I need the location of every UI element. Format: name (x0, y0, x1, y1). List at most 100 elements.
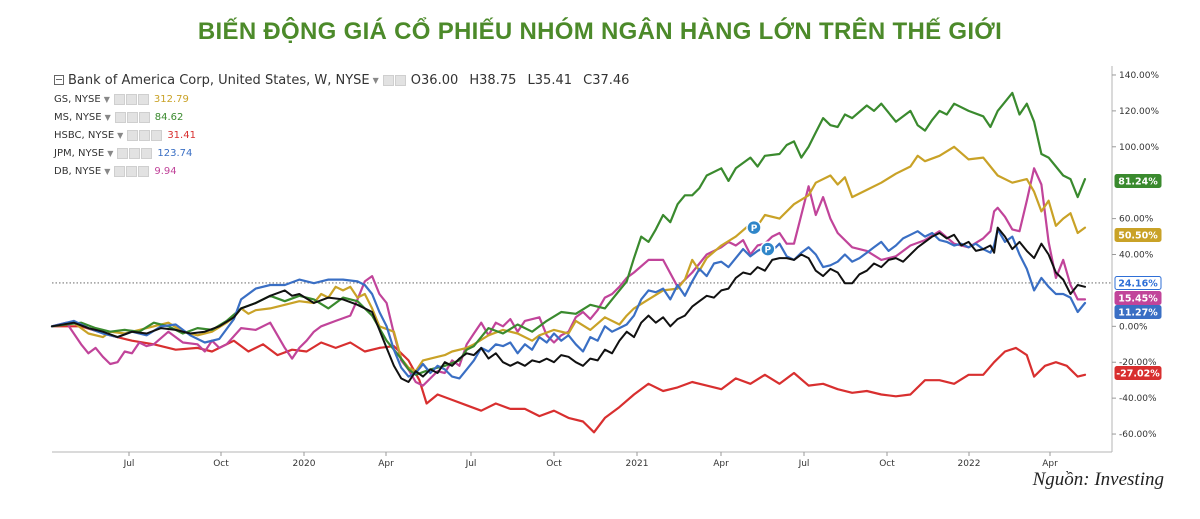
value-badge (1114, 276, 1162, 290)
legend-item-value: 9.94 (154, 165, 177, 177)
legend-item-controls[interactable] (113, 93, 149, 105)
value-badge-label: -27.02% (1116, 369, 1160, 380)
y-tick-label: 100.00% (1119, 143, 1159, 153)
settings-icon[interactable] (394, 74, 406, 86)
close-icon[interactable] (141, 147, 153, 159)
legend-item-controls[interactable] (114, 111, 150, 123)
series-line-hsbc (50, 325, 1087, 434)
x-tick-label: Apr (378, 459, 394, 469)
close-icon[interactable] (138, 111, 150, 123)
legend-item-label: GS, NYSE (54, 93, 101, 105)
legend-item-value: 123.74 (157, 147, 193, 159)
value-badge-label: 81.24% (1118, 177, 1158, 188)
eye-icon[interactable] (114, 165, 126, 177)
legend-item-controls[interactable] (117, 147, 153, 159)
settings-icon[interactable] (125, 93, 137, 105)
value-badge (1114, 366, 1162, 380)
series-line-gs (50, 145, 1087, 373)
last-value-badges: 81.24% 50.50% 24.16% 15.45% 11.27% -27.02% (1114, 174, 1162, 380)
x-tick-label: Apr (713, 459, 729, 469)
chart-markers: PP (746, 219, 776, 257)
legend-item-label: JPM, NYSE (54, 147, 105, 159)
eye-icon[interactable] (113, 93, 125, 105)
x-tick-label: Oct (879, 459, 895, 469)
value-badge (1114, 305, 1162, 319)
chart-frame (52, 66, 1113, 453)
legend-item-value: 84.62 (154, 111, 184, 123)
series-line-jpm (50, 228, 1087, 380)
chevron-down-icon[interactable]: ▼ (104, 166, 111, 176)
legend-main-row[interactable]: Bank of America Corp, United States, W, … (54, 70, 629, 90)
x-axis: Jul Oct 2020 Apr Jul Oct 2021 Apr Jul Oct 2022 Apr (123, 452, 1058, 469)
y-axis: 140.00% 120.00% 100.00% 60.00% 40.00% 0.00% -2… (1112, 71, 1159, 440)
collapse-icon[interactable] (54, 75, 64, 85)
x-tick-label: 2020 (293, 459, 316, 469)
chevron-down-icon[interactable]: ▼ (104, 112, 111, 122)
y-tick-label: 40.00% (1119, 251, 1154, 261)
open-value: O36.00 (410, 72, 459, 88)
legend-item-controls[interactable] (127, 129, 163, 141)
close-icon[interactable] (137, 93, 149, 105)
legend-item[interactable]: MS, NYSE ▼ 84.62 (54, 108, 629, 126)
eye-icon[interactable] (382, 74, 394, 86)
value-badge-label: 11.27% (1118, 308, 1158, 319)
x-tick-label: 2021 (626, 459, 649, 469)
legend-item[interactable]: GS, NYSE ▼ 312.79 (54, 90, 629, 108)
eye-icon[interactable] (127, 129, 139, 141)
close-icon[interactable] (138, 165, 150, 177)
settings-icon[interactable] (126, 111, 138, 123)
chevron-down-icon[interactable]: ▼ (103, 94, 110, 104)
event-marker[interactable] (760, 241, 776, 257)
y-tick-label: 0.00% (1119, 322, 1148, 332)
value-badge-label: 50.50% (1118, 231, 1158, 242)
x-tick-label: Oct (546, 459, 562, 469)
chevron-down-icon[interactable]: ▼ (107, 148, 114, 158)
value-badge-label: 15.45% (1118, 294, 1158, 305)
legend-item[interactable]: HSBC, NYSE ▼ 31.41 (54, 126, 629, 144)
chart-title: BIẾN ĐỘNG GIÁ CỔ PHIẾU NHÓM NGÂN HÀNG LỚ… (197, 18, 1003, 45)
legend-item-value: 31.41 (167, 129, 196, 141)
x-tick-label: Jul (465, 459, 477, 469)
chevron-down-icon[interactable]: ▼ (372, 75, 379, 85)
x-tick-label: Jul (798, 459, 810, 469)
value-badge-label: 24.16% (1118, 279, 1158, 290)
event-marker-label: P (751, 224, 758, 234)
series-lines (50, 91, 1087, 434)
settings-icon[interactable] (129, 147, 141, 159)
legend: Bank of America Corp, United States, W, … (54, 70, 629, 180)
y-tick-label: -20.00% (1119, 358, 1157, 368)
x-tick-label: Jul (123, 459, 135, 469)
legend-controls[interactable] (382, 74, 406, 86)
legend-item-label: DB, NYSE (54, 165, 102, 177)
legend-compare-list: GS, NYSE ▼ 312.79 MS, NYSE ▼ 84.62 HSBC, NYSE ▼… (54, 90, 629, 180)
high-value: H38.75 (469, 72, 517, 88)
x-tick-label: Apr (1042, 459, 1058, 469)
low-value: L35.41 (527, 72, 572, 88)
main-symbol-label: Bank of America Corp, United States, W, … (68, 72, 370, 88)
close-value: C37.46 (583, 72, 630, 88)
legend-item[interactable]: JPM, NYSE ▼ 123.74 (54, 144, 629, 162)
settings-icon[interactable] (126, 165, 138, 177)
eye-icon[interactable] (114, 111, 126, 123)
close-icon[interactable] (151, 129, 163, 141)
event-marker[interactable] (746, 219, 762, 236)
value-badge (1114, 291, 1162, 305)
event-marker-label: P (765, 246, 772, 256)
y-tick-label: -60.00% (1119, 430, 1157, 440)
eye-icon[interactable] (117, 147, 129, 159)
legend-item[interactable]: DB, NYSE ▼ 9.94 (54, 162, 629, 180)
legend-item-label: HSBC, NYSE (54, 129, 115, 141)
chevron-down-icon[interactable]: ▼ (117, 130, 124, 140)
x-tick-label: Oct (213, 459, 229, 469)
ohlc-values: O36.00 H38.75 L35.41 C37.46 (411, 73, 630, 88)
y-tick-label: -40.00% (1119, 394, 1157, 404)
legend-item-controls[interactable] (114, 165, 150, 177)
y-tick-label: 120.00% (1119, 107, 1159, 117)
legend-item-label: MS, NYSE (54, 111, 102, 123)
value-badge (1114, 174, 1162, 188)
settings-icon[interactable] (139, 129, 151, 141)
y-tick-label: 140.00% (1119, 71, 1159, 81)
series-line-db (50, 167, 1087, 387)
source-note: Nguồn: Investing (1032, 469, 1164, 490)
